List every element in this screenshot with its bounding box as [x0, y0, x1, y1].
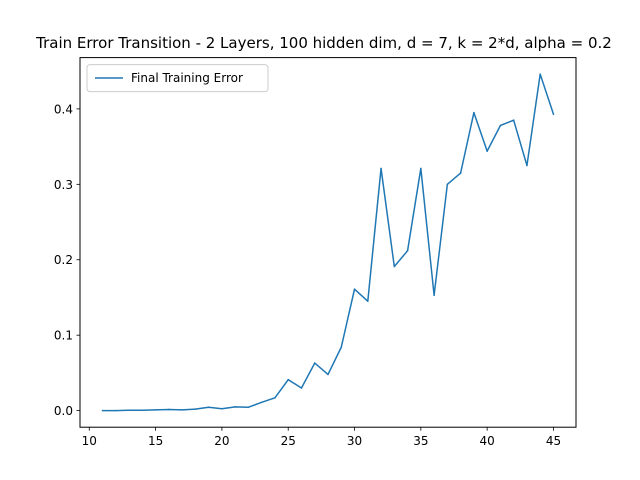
data-point	[260, 401, 263, 404]
data-point	[459, 172, 462, 174]
data-point	[115, 409, 117, 412]
data-point	[154, 409, 157, 411]
x-tick-label: 40	[480, 434, 495, 448]
data-point	[393, 265, 396, 268]
data-point	[512, 119, 515, 122]
data-point	[486, 150, 488, 152]
data-point	[420, 167, 422, 170]
axes: 10 15 20 25 30 35 40 45 0.0 0.1 0.2 0.3 0.4	[54, 102, 561, 448]
data-point	[194, 408, 197, 410]
data-point	[433, 294, 435, 297]
data-point	[247, 406, 250, 409]
x-tick-label: 30	[347, 434, 362, 448]
data-point	[526, 164, 528, 167]
y-tick-label: 0.1	[54, 329, 73, 343]
data-point	[181, 409, 183, 411]
data-point	[168, 408, 170, 411]
data-point	[128, 409, 130, 412]
data-point	[473, 111, 475, 114]
legend-box	[86, 64, 269, 93]
data-point	[552, 113, 555, 115]
data-point	[300, 387, 303, 389]
legend-label: Final Training Error	[131, 71, 243, 85]
data-point	[287, 378, 290, 381]
x-tick-label: 10	[82, 434, 97, 448]
x-tick-label: 25	[281, 434, 296, 448]
data-point	[499, 124, 502, 127]
x-tick-label: 35	[413, 434, 428, 448]
data-point	[327, 373, 329, 376]
chart-title: Train Error Transition - 2 Layers, 100 h…	[35, 34, 612, 52]
data-point	[539, 73, 541, 75]
data-point	[221, 407, 223, 410]
legend: Final Training Error	[86, 64, 269, 93]
y-tick-label: 0.0	[54, 404, 73, 418]
x-tick-label: 45	[546, 434, 561, 448]
y-tick-label: 0.2	[54, 253, 73, 267]
data-point	[313, 362, 316, 364]
data-point	[340, 346, 343, 349]
data-point	[101, 409, 104, 412]
x-tick-label: 20	[214, 434, 229, 448]
data-point	[380, 167, 382, 170]
data-point	[207, 406, 210, 409]
data-point	[234, 406, 236, 408]
x-tick-label: 15	[148, 434, 163, 448]
data-point	[141, 409, 144, 412]
plot-frame	[79, 57, 577, 428]
plot-area	[80, 57, 576, 428]
data-point	[274, 396, 276, 399]
data-point	[353, 288, 356, 290]
data-point	[366, 300, 369, 303]
y-tick-label: 0.3	[54, 178, 73, 192]
series-layer	[101, 73, 555, 412]
data-point	[406, 249, 409, 252]
data-point	[446, 183, 449, 186]
y-tick-label: 0.4	[54, 102, 73, 116]
